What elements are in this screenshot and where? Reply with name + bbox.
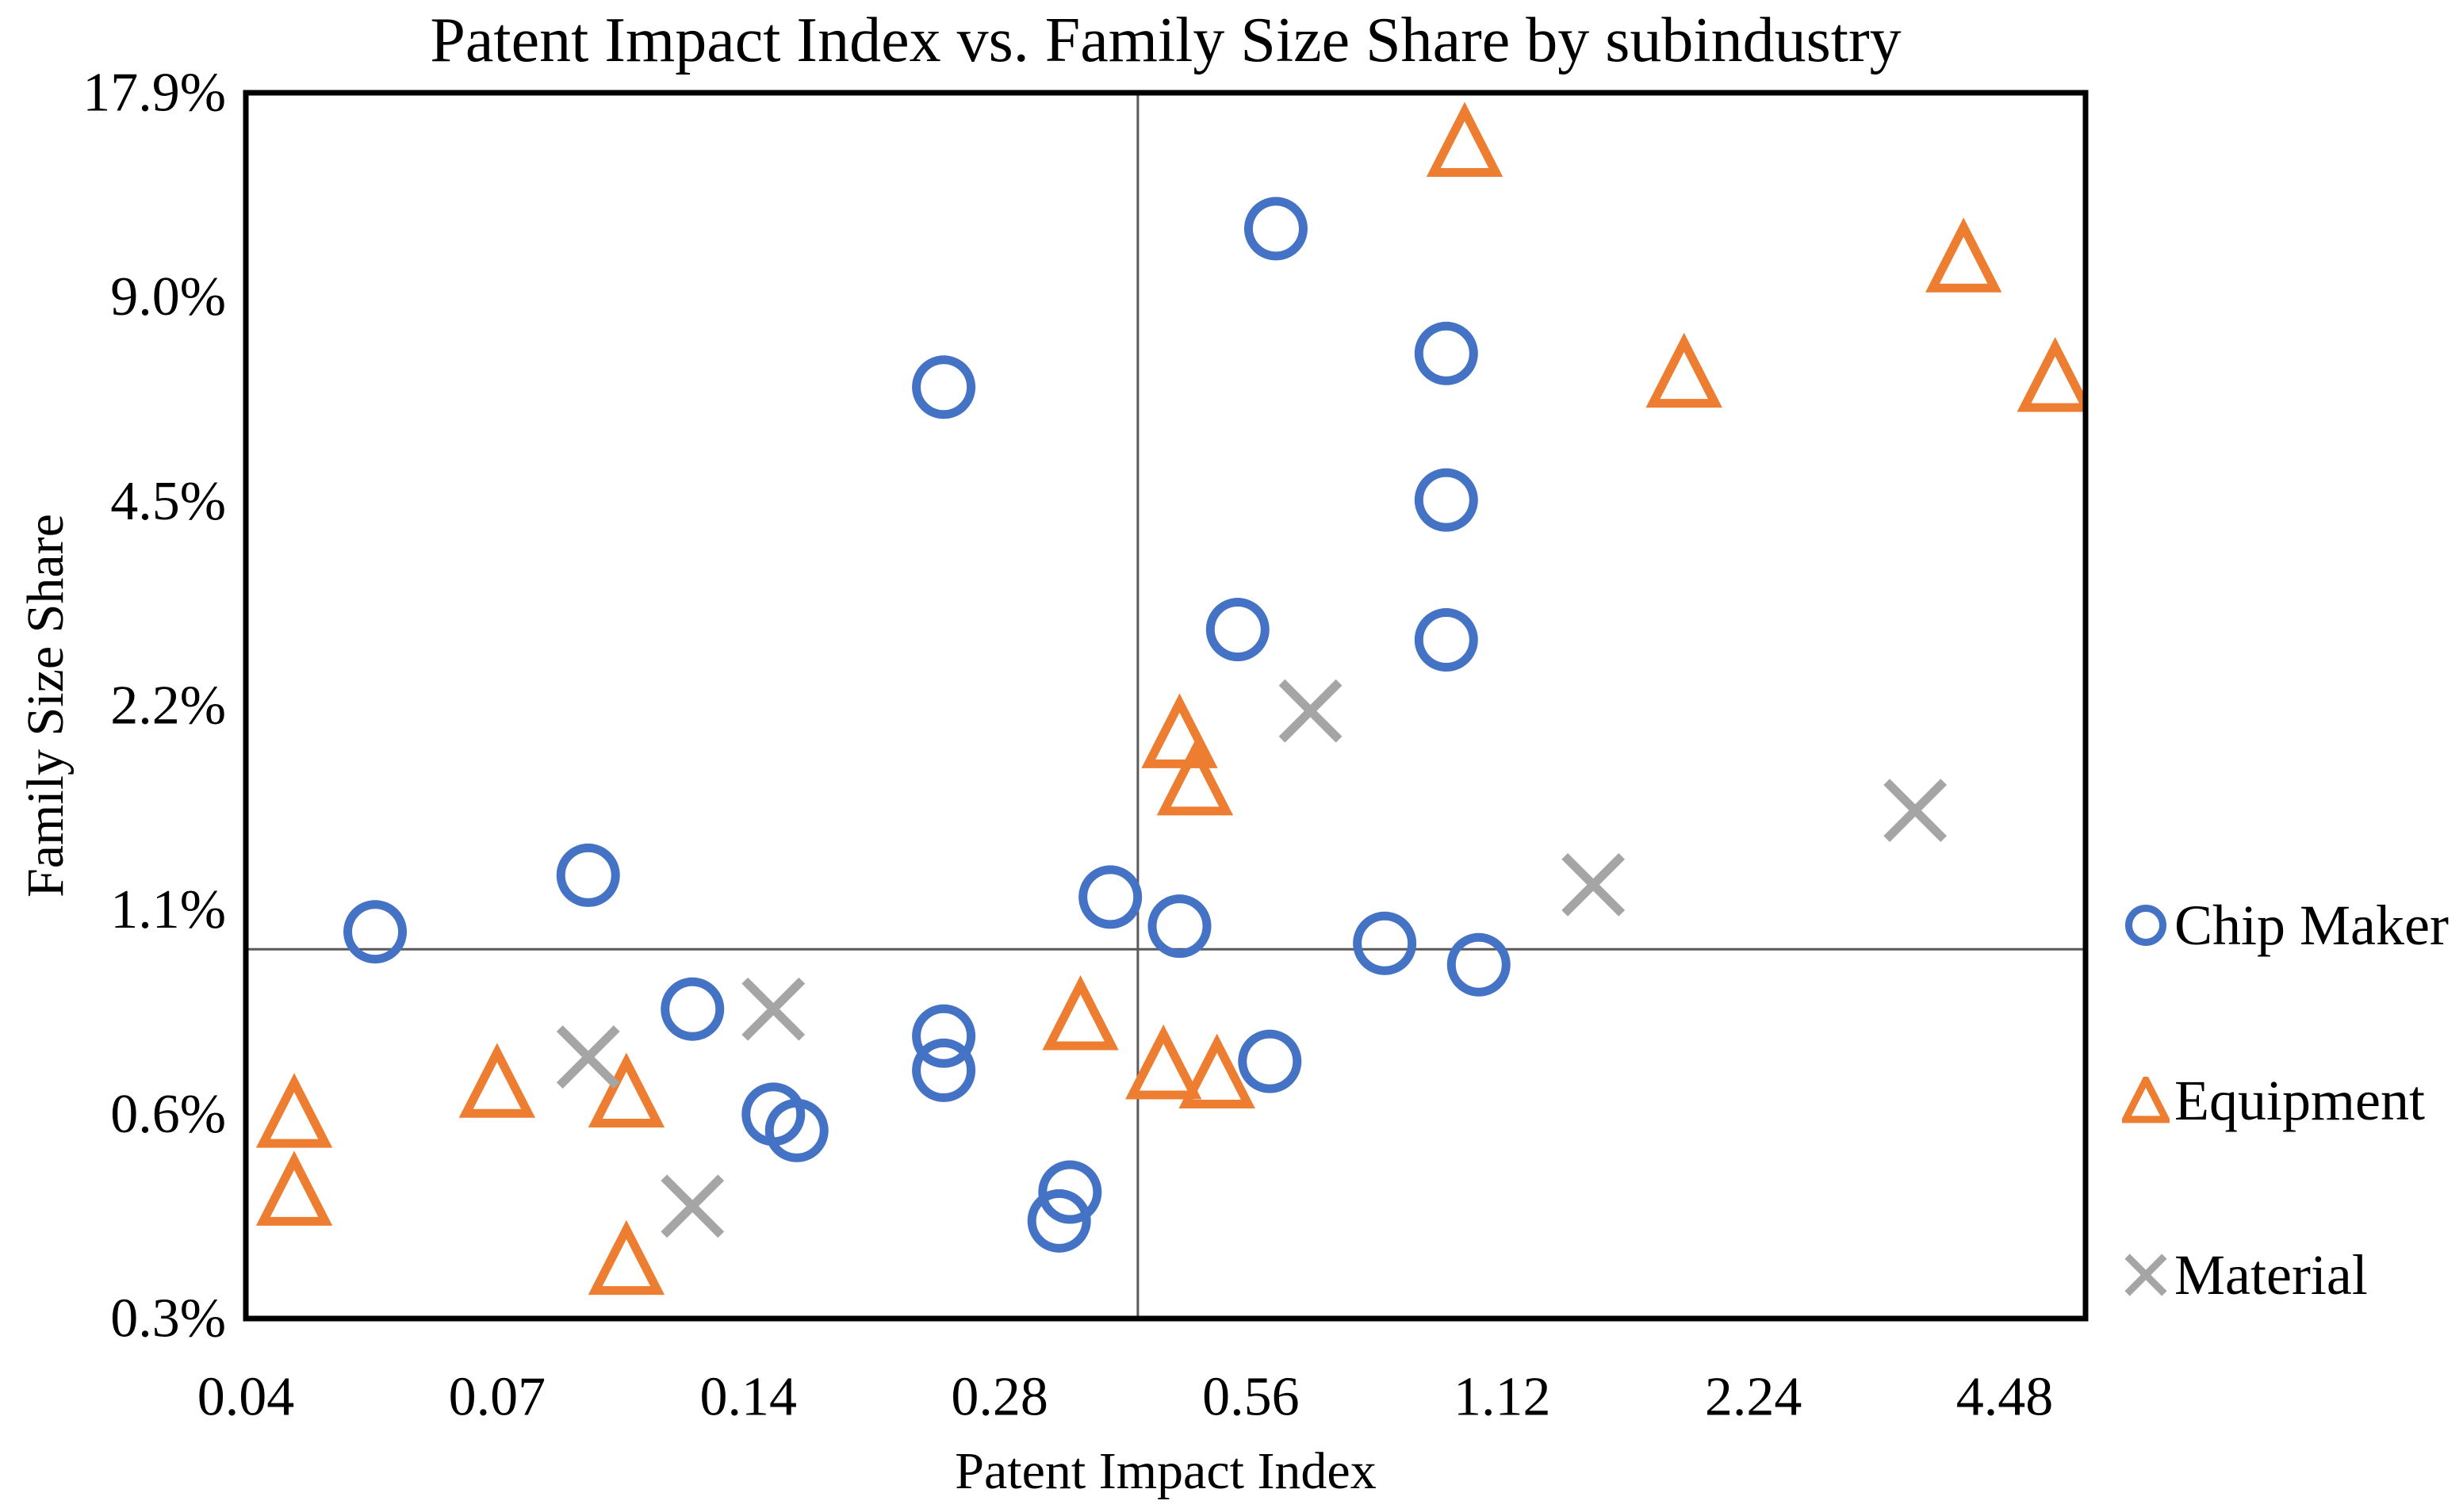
x-tick-label: 4.48 — [1956, 1367, 2054, 1428]
circle-marker — [1147, 894, 1212, 959]
circle-marker — [661, 977, 725, 1041]
circle-marker — [1205, 598, 1270, 662]
legend-label-material: Material — [2174, 1242, 2368, 1307]
triangle-marker — [255, 1073, 333, 1148]
circle-marker — [1243, 197, 1308, 261]
circle-marker — [1414, 321, 1478, 385]
legend-label-equipment: Equipment — [2174, 1068, 2425, 1132]
y-tick-label: 17.9% — [82, 63, 226, 124]
triangle-marker — [588, 1052, 665, 1127]
triangle-marker — [255, 1150, 333, 1226]
circle-marker — [1238, 1029, 1302, 1093]
x-tick-label: 0.07 — [449, 1367, 546, 1428]
data-points-layer — [255, 101, 2086, 1296]
triangle-marker — [1141, 693, 1218, 768]
circle-marker — [1353, 911, 1417, 975]
triangle-marker — [588, 1219, 665, 1296]
triangle-marker — [2122, 1077, 2170, 1123]
circle-marker — [912, 1038, 976, 1102]
y-tick-label: 9.0% — [110, 266, 226, 327]
circle-marker — [1038, 1160, 1102, 1224]
triangle-marker — [1426, 101, 1503, 177]
x-marker — [1883, 779, 1948, 842]
legend-item-chip-maker: Chip Maker — [2122, 894, 2449, 957]
x-marker — [2124, 1254, 2167, 1296]
legend-item-equipment: Equipment — [2122, 1069, 2425, 1132]
triangle-marker — [2017, 337, 2086, 412]
plot-border — [243, 90, 2089, 1322]
triangle-marker — [1178, 1033, 1255, 1108]
triangle-marker — [1042, 975, 1119, 1051]
y-tick-label: 0.3% — [110, 1288, 226, 1349]
chart-title: Patent Impact Index vs. Family Size Shar… — [430, 6, 1902, 75]
circle-marker — [2125, 905, 2166, 946]
circle-marker — [1446, 932, 1511, 997]
x-tick-label: 1.12 — [1454, 1367, 1551, 1428]
chip-maker-legend-marker — [2125, 905, 2166, 946]
x-marker — [1278, 679, 1343, 743]
equipment-legend-marker — [2122, 1077, 2170, 1123]
circle-marker — [1414, 468, 1478, 532]
triangle-marker — [1156, 740, 1234, 816]
triangle-marker — [1125, 1024, 1202, 1100]
y-tick-label: 0.6% — [110, 1084, 226, 1145]
y-tick-label: 2.2% — [110, 676, 226, 737]
x-tick-label: 0.14 — [699, 1367, 797, 1428]
circle-marker — [1027, 1189, 1091, 1253]
triangle-marker — [1645, 332, 1722, 408]
legend-label-chip-maker: Chip Maker — [2174, 893, 2449, 957]
circle-marker — [764, 1098, 829, 1162]
x-tick-label: 0.28 — [951, 1367, 1048, 1428]
circle-marker — [1078, 865, 1143, 929]
x-marker — [1561, 852, 1626, 917]
triangle-marker — [1925, 217, 2002, 293]
x-marker — [741, 977, 806, 1041]
x-marker — [556, 1025, 620, 1089]
x-axis-title: Patent Impact Index — [955, 1442, 1377, 1500]
y-tick-label: 4.5% — [110, 471, 226, 532]
y-tick-label: 1.1% — [110, 879, 226, 940]
x-tick-label: 0.56 — [1202, 1367, 1300, 1428]
x-tick-label: 2.24 — [1705, 1367, 1802, 1428]
circle-marker — [1414, 608, 1478, 672]
material-legend-marker — [2124, 1254, 2167, 1296]
y-axis-title-text: Family Size Share — [17, 514, 75, 898]
circle-marker — [556, 843, 620, 907]
triangle-marker — [458, 1043, 536, 1118]
circle-marker — [343, 900, 408, 964]
x-marker — [661, 1174, 725, 1238]
legend-item-material: Material — [2122, 1243, 2368, 1307]
circle-marker — [912, 1004, 976, 1068]
circle-marker — [912, 355, 976, 419]
x-tick-label: 0.04 — [197, 1367, 295, 1428]
